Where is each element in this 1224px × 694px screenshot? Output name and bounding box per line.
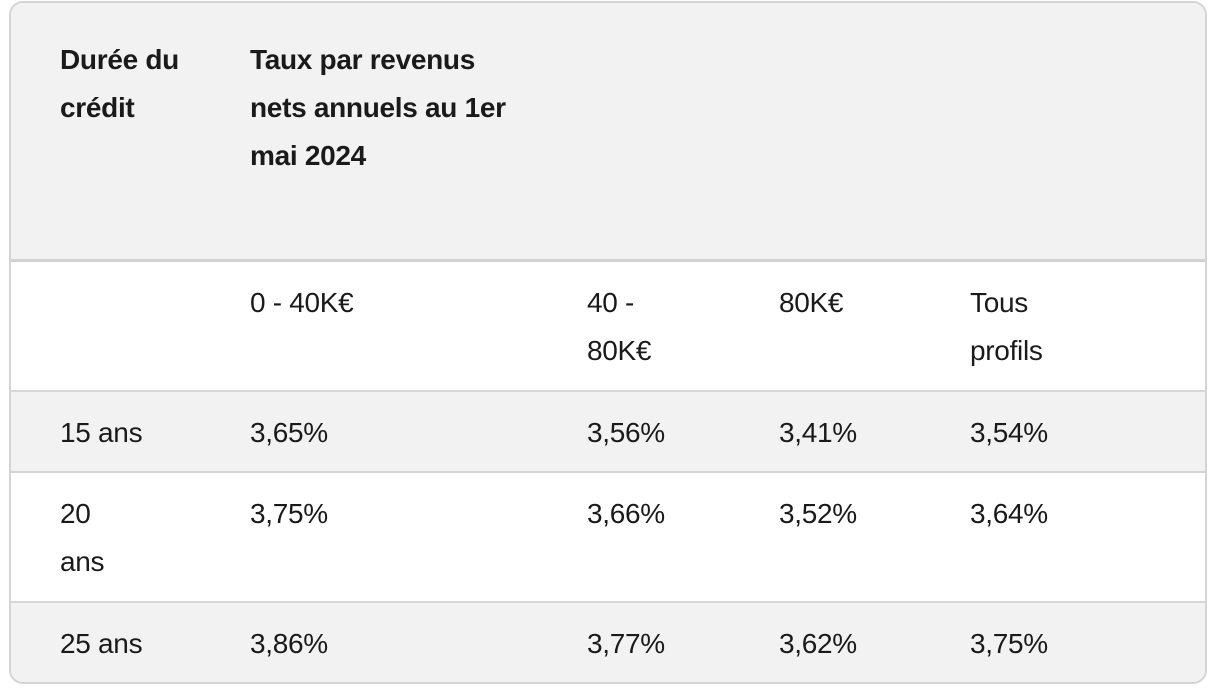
- rate-cell: 3,54%: [970, 417, 1048, 448]
- header-empty: [535, 3, 727, 260]
- bracket-cell: 0 - 40K€: [250, 286, 354, 318]
- rate-cell: 3,62%: [779, 628, 857, 659]
- rate-cell: 3,52%: [779, 498, 857, 529]
- rate-table-container: Durée du crédit Taux par revenus nets an…: [9, 1, 1207, 684]
- income-bracket-row: 0 - 40K€ 40 - 80K€ 80K€ Tous profils: [11, 260, 1205, 391]
- duration-cell: 25 ans: [60, 628, 143, 659]
- bracket-empty-cell: [11, 260, 200, 391]
- duration-cell: 15 ans: [60, 417, 143, 448]
- rate-cell: 3,66%: [587, 498, 665, 529]
- rate-cell: 3,75%: [970, 628, 1048, 659]
- header-empty: [727, 3, 918, 260]
- rate-cell: 3,56%: [587, 417, 665, 448]
- rate-table: Durée du crédit Taux par revenus nets an…: [11, 3, 1205, 682]
- rate-cell: 3,75%: [250, 498, 328, 529]
- table-row: 20 ans 3,75% 3,66% 3,52% 3,64%: [11, 472, 1205, 602]
- table-row: 25 ans 3,86% 3,77% 3,62% 3,75%: [11, 602, 1205, 682]
- header-duration: Durée du crédit: [60, 44, 179, 123]
- header-empty: [918, 3, 1205, 260]
- rate-cell: 3,86%: [250, 628, 328, 659]
- table-row: 15 ans 3,65% 3,56% 3,41% 3,54%: [11, 391, 1205, 472]
- duration-cell: 20 ans: [60, 498, 105, 577]
- table-header-row: Durée du crédit Taux par revenus nets an…: [11, 3, 1205, 260]
- bracket-cell: Tous profils: [970, 286, 1043, 366]
- rate-cell: 3,65%: [250, 417, 328, 448]
- bracket-cell: 40 - 80K€: [587, 286, 652, 366]
- header-rates: Taux par revenus nets annuels au 1er mai…: [250, 44, 506, 171]
- bracket-cell: 80K€: [779, 286, 844, 318]
- rate-cell: 3,41%: [779, 417, 857, 448]
- rate-cell: 3,64%: [970, 498, 1048, 529]
- rate-cell: 3,77%: [587, 628, 665, 659]
